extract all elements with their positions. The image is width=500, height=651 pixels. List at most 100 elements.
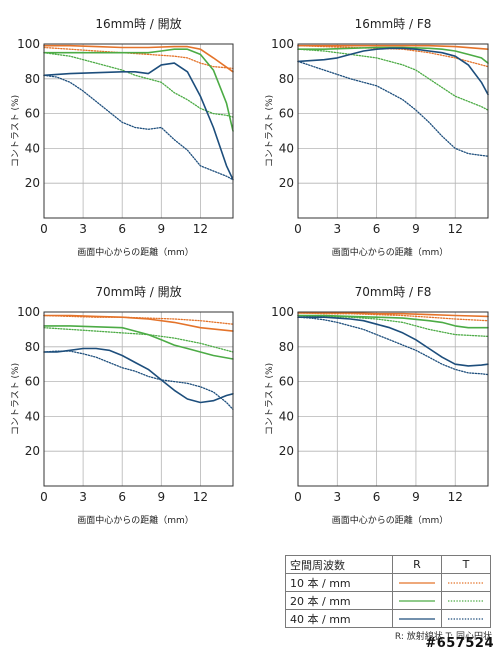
series-20-r (297, 314, 489, 329)
watermark: #657524 (425, 636, 494, 651)
y-tick-label: 40 (279, 141, 294, 155)
x-axis-label: 画面中心からの距離（mm） (77, 514, 194, 526)
legend-swatch-10-r (392, 573, 442, 592)
series-40-r (297, 316, 489, 367)
x-tick-label: 0 (294, 222, 302, 236)
y-tick-label: 60 (279, 375, 294, 389)
mtf-panel-0: 0 3 6 9 12 20 40 60 80 100 16mm時 / 開放画面中心からの距離（mm）… (10, 16, 234, 258)
plot-frame (297, 311, 489, 487)
y-tick-label: 100 (271, 37, 294, 51)
x-tick-label: 3 (79, 490, 87, 504)
series-40-t (43, 350, 234, 411)
legend-swatch-20-t (441, 591, 491, 610)
legend-swatch-40-r (392, 609, 442, 628)
series-10-t (43, 46, 234, 70)
plot-frame (297, 43, 489, 219)
series-10-r (297, 44, 489, 50)
x-tick-label: 3 (79, 222, 87, 236)
x-tick-label: 6 (373, 490, 381, 504)
chart-title: 70mm時 / F8 (355, 285, 432, 299)
x-axis-label: 画面中心からの距離（mm） (332, 246, 449, 258)
x-tick-label: 9 (157, 222, 165, 236)
y-tick-label: 60 (25, 375, 40, 389)
y-tick-label: 40 (279, 409, 294, 423)
x-tick-label: 9 (412, 490, 420, 504)
series-10-r (297, 312, 489, 318)
legend-label-10: 10 本 / mm (285, 573, 393, 592)
mtf-panel-3: 0 3 6 9 12 20 40 60 80 100 70mm時 / F8 画面中心からの距離（mm）… (264, 285, 489, 526)
chart-title: 16mm時 / F8 (355, 17, 432, 31)
x-tick-label: 0 (294, 490, 302, 504)
series-20-t (43, 52, 234, 118)
series-20-r (43, 48, 234, 132)
legend-table: 空間周波数 R T 10 本 / mm 20 本 / mm 40 本 / mm (285, 555, 491, 628)
x-tick-label: 12 (448, 490, 463, 504)
series-10-r (43, 314, 234, 332)
y-tick-label: 80 (279, 72, 294, 86)
legend-swatch-20-r (392, 591, 442, 610)
x-tick-label: 12 (193, 490, 208, 504)
y-tick-label: 100 (17, 305, 40, 319)
y-tick-label: 100 (271, 305, 294, 319)
legend-row-10: 10 本 / mm (285, 573, 491, 592)
legend-header-t: T (441, 555, 491, 574)
series-20-r (43, 325, 234, 360)
legend-swatch-10-t (441, 573, 491, 592)
series-10-t (43, 314, 234, 325)
x-tick-label: 9 (412, 222, 420, 236)
legend-header-frequency: 空間周波数 (285, 555, 393, 574)
x-axis-label: 画面中心からの距離（mm） (77, 246, 194, 258)
series-10-t (297, 312, 489, 322)
legend-row-40: 40 本 / mm (285, 609, 491, 628)
x-tick-label: 12 (448, 222, 463, 236)
legend-label-20: 20 本 / mm (285, 591, 393, 610)
y-axis-label: コントラスト (%) (264, 363, 275, 435)
legend-header-row: 空間周波数 R T (285, 555, 491, 574)
y-tick-label: 20 (25, 444, 40, 458)
y-tick-label: 20 (25, 176, 40, 190)
plot-frame (43, 43, 234, 219)
y-tick-label: 60 (279, 107, 294, 121)
x-tick-label: 6 (118, 222, 126, 236)
series-40-r (43, 62, 234, 181)
series-10-r (43, 44, 234, 73)
legend-note: R: 放射線状 T: 同心円状 (394, 632, 492, 642)
series-40-r (43, 347, 234, 404)
x-tick-label: 0 (40, 222, 48, 236)
mtf-panel-2: 0 3 6 9 12 20 40 60 80 100 70mm時 / 開放画面中心からの距離（mm）… (10, 284, 234, 526)
x-tick-label: 6 (118, 490, 126, 504)
series-20-t (297, 314, 489, 338)
series-40-r (297, 47, 489, 96)
x-tick-label: 3 (333, 490, 341, 504)
series-40-t (297, 316, 489, 376)
y-tick-label: 40 (25, 409, 40, 423)
chart-title: 16mm時 / 開放 (95, 16, 181, 31)
x-tick-label: 12 (193, 222, 208, 236)
x-tick-label: 6 (373, 222, 381, 236)
series-20-t (43, 327, 234, 353)
y-tick-label: 100 (17, 37, 40, 51)
x-tick-label: 0 (40, 490, 48, 504)
legend-label-40: 40 本 / mm (285, 609, 393, 628)
chart-title: 70mm時 / 開放 (95, 284, 181, 299)
series-40-t (297, 60, 489, 157)
legend-swatch-40-t (441, 609, 491, 628)
legend-row-20: 20 本 / mm (285, 591, 491, 610)
y-tick-label: 80 (279, 340, 294, 354)
y-axis-label: コントラスト (%) (10, 95, 21, 167)
series-20-r (297, 46, 489, 64)
mtf-panel-1: 0 3 6 9 12 20 40 60 80 100 16mm時 / F8 画面中心からの距離（mm）… (264, 17, 489, 258)
series-40-t (43, 74, 234, 181)
y-tick-label: 80 (25, 72, 40, 86)
x-tick-label: 3 (333, 222, 341, 236)
y-axis-label: コントラスト (%) (264, 95, 275, 167)
y-tick-label: 60 (25, 107, 40, 121)
plot-frame (43, 311, 234, 487)
y-tick-label: 40 (25, 141, 40, 155)
y-tick-label: 20 (279, 444, 294, 458)
x-tick-label: 9 (157, 490, 165, 504)
y-axis-label: コントラスト (%) (10, 363, 21, 435)
legend-header-r: R (392, 555, 442, 574)
y-tick-label: 20 (279, 176, 294, 190)
